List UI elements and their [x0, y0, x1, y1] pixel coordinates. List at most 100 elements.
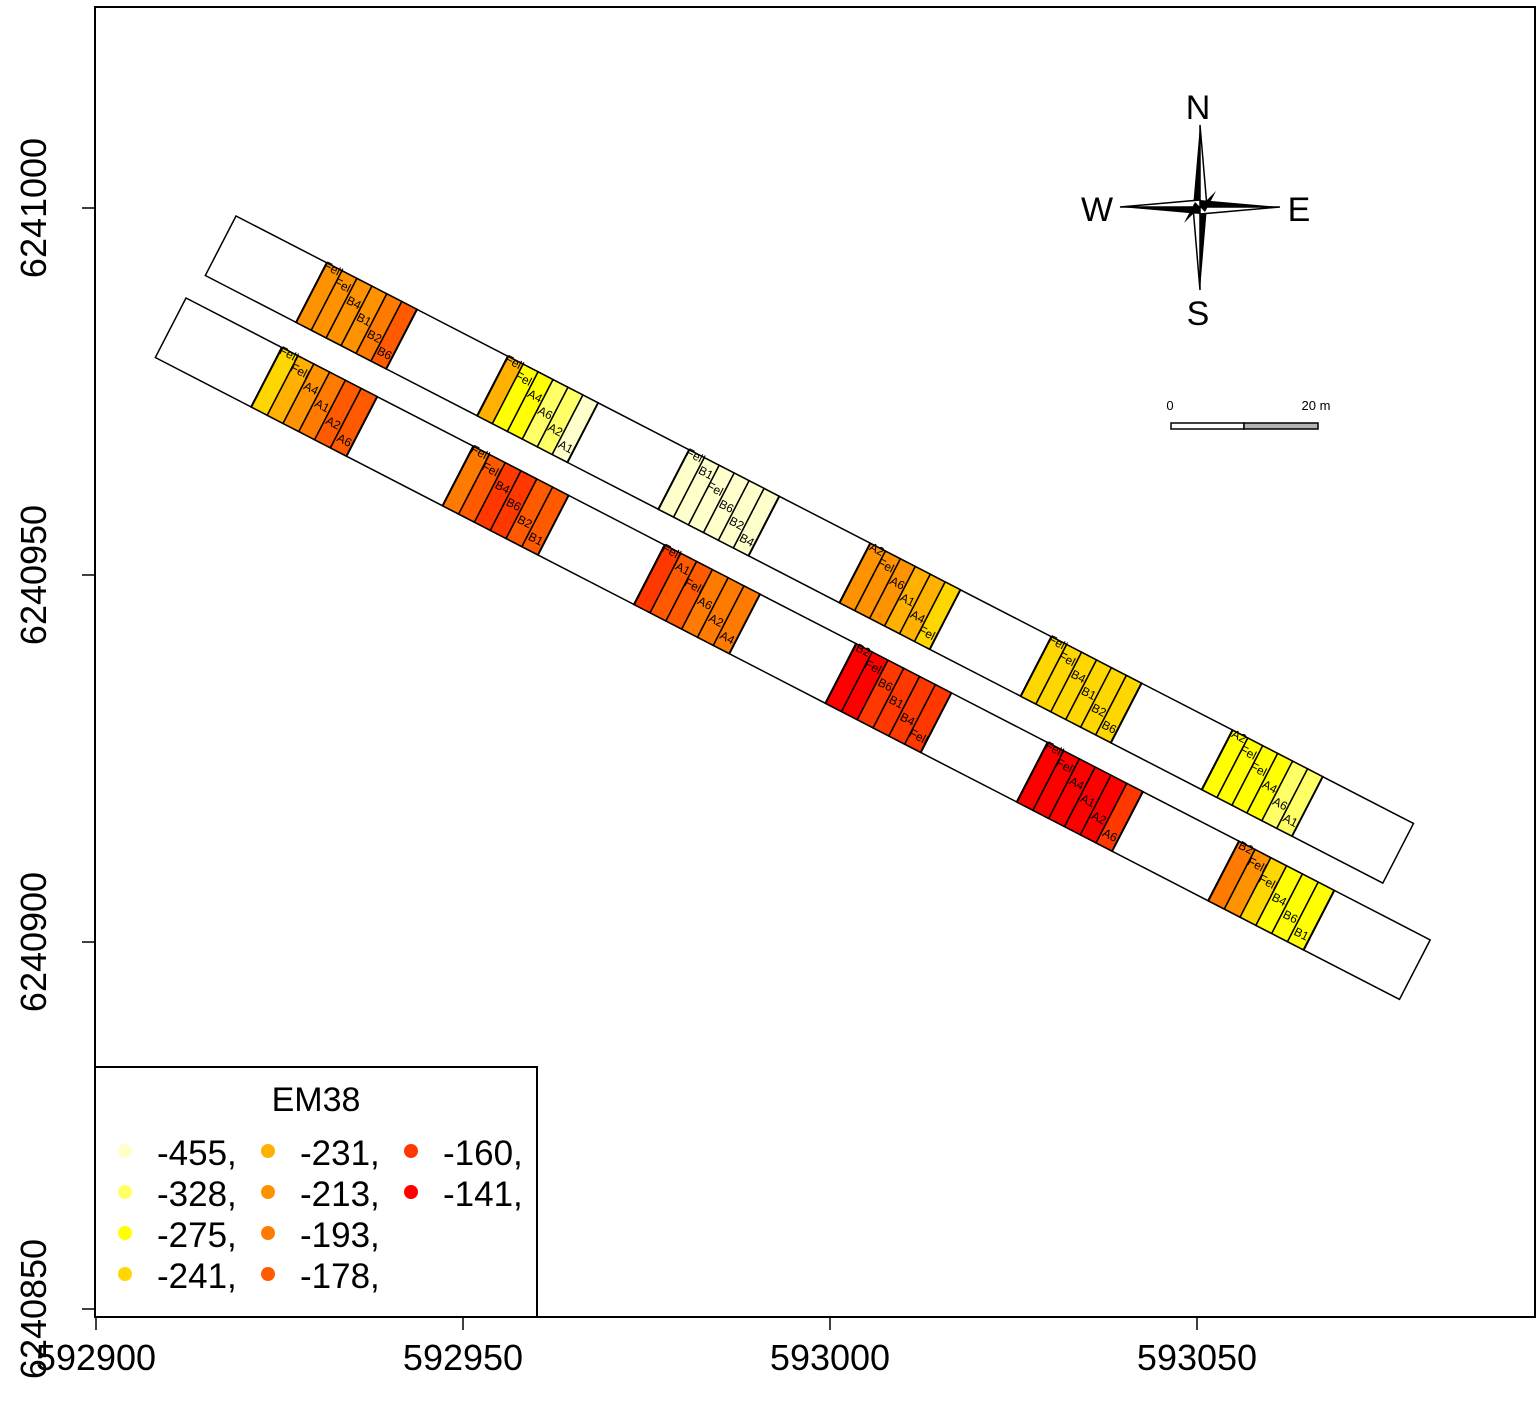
plot-label: B6: [504, 495, 524, 514]
x-tick-label: 592900: [36, 1337, 156, 1378]
legend-swatch: [118, 1144, 132, 1158]
plot-label: B6: [375, 344, 395, 363]
plot-block: [476, 355, 599, 464]
plot-label: A1: [312, 396, 332, 415]
plot-label: B2: [515, 512, 535, 531]
plot-label: A1: [1078, 791, 1098, 810]
plot-block: [295, 261, 418, 370]
plot-label: A6: [1270, 794, 1290, 813]
y-axis: 6240850 6240900 6240950 6241000: [13, 138, 96, 1379]
plot-label: A2: [1089, 808, 1109, 827]
scale-bar: 0 20 m: [1166, 398, 1331, 430]
plot-cell: [1095, 782, 1144, 853]
plot-block: [1207, 840, 1336, 951]
plot-label: B4: [344, 293, 364, 312]
plot-label: B4: [1269, 890, 1289, 909]
plot-label: A1: [556, 437, 576, 456]
plot-label: B4: [493, 478, 513, 497]
plot-label: B2: [1236, 838, 1256, 857]
compass-north-arm-light: [1199, 124, 1208, 208]
legend-entry: -213,: [261, 1175, 380, 1214]
plot-block: [441, 445, 570, 556]
plot-label: A2: [323, 413, 343, 432]
plot-label: B6: [1099, 718, 1119, 737]
compass-east-label: E: [1288, 191, 1311, 229]
compass-south-label: S: [1187, 295, 1210, 333]
plot-label: B2: [1089, 701, 1109, 720]
y-tick-label: 6240950: [13, 505, 54, 645]
scale-bar-segment-grey: [1243, 422, 1319, 430]
compass-south-arm-light: [1192, 206, 1201, 291]
legend-label: -193,: [300, 1216, 380, 1255]
legend-entry: -241,: [118, 1257, 237, 1296]
legend-label: -275,: [157, 1216, 237, 1255]
legend-title: EM38: [272, 1081, 361, 1119]
plot-block: [1201, 729, 1324, 838]
plot-block: [1016, 741, 1144, 853]
plot-label: B1: [696, 463, 716, 482]
plot-label: A1: [1281, 811, 1301, 830]
plot-label: B4: [1069, 667, 1089, 686]
plot-block: [1019, 635, 1143, 744]
plot-label: B2: [727, 514, 747, 533]
plot-label: A6: [1100, 826, 1120, 845]
plot-label: B4: [898, 710, 918, 729]
plot-cell: [903, 683, 953, 754]
legend-label: -141,: [443, 1175, 523, 1214]
plot-cell: [329, 387, 379, 458]
legend-items: -455,-328,-275,-241, -231,-213,-193,-178,…: [118, 1134, 523, 1296]
legend-entry: -455,: [118, 1134, 237, 1173]
plot-cell: [712, 584, 761, 655]
plot-label: A4: [1067, 774, 1087, 793]
x-tick-label: 592950: [403, 1337, 523, 1378]
plot-cell: [1094, 674, 1143, 744]
plot-label: A6: [535, 403, 555, 422]
plot-label: A4: [717, 628, 737, 647]
legend-swatch: [261, 1144, 275, 1158]
scale-bar-start-label: 0: [1166, 398, 1173, 413]
plot-label: A6: [888, 574, 908, 593]
legend-swatch: [404, 1185, 418, 1199]
legend-swatch: [118, 1226, 132, 1240]
legend-label: -213,: [300, 1175, 380, 1214]
compass-north-label: N: [1186, 89, 1211, 127]
x-axis: 592900 592950 593000 593050: [36, 1316, 1257, 1378]
y-tick-label: 6240850: [13, 1239, 54, 1379]
plot-label: A1: [673, 559, 693, 578]
plot-label: B1: [1079, 684, 1099, 703]
plot-label: B1: [1292, 924, 1312, 943]
compass-diagonal-ne: [1200, 191, 1216, 212]
legend-entry: -275,: [118, 1216, 237, 1255]
compass-diagonal-sw: [1184, 202, 1200, 223]
compass-west-arm-dark: [1120, 207, 1200, 214]
plot-block: [633, 544, 761, 655]
legend-label: -160,: [443, 1134, 523, 1173]
legend-label: -455,: [157, 1134, 237, 1173]
x-tick-label: 593050: [1137, 1337, 1257, 1378]
plot-label: A6: [695, 594, 715, 613]
compass-rose: N S E W: [1081, 89, 1310, 333]
y-tick-label: 6241000: [13, 138, 54, 278]
legend-entry: -178,: [261, 1257, 380, 1296]
compass-west-arm-light: [1119, 199, 1201, 208]
compass-south-arm-dark: [1200, 207, 1207, 290]
legend-swatch: [261, 1226, 275, 1240]
plot-label: A1: [898, 590, 918, 609]
plot-block: [657, 448, 781, 557]
compass-north-arm-dark: [1193, 125, 1200, 207]
plot-cell: [369, 300, 418, 370]
legend-entry: -160,: [404, 1134, 523, 1173]
plot-label: A4: [1260, 777, 1280, 796]
scale-bar-segment-white: [1170, 422, 1245, 430]
scale-bar-end-label: 20 m: [1302, 398, 1331, 413]
legend-swatch: [118, 1185, 132, 1199]
plot-label: A2: [706, 611, 726, 630]
plot-cell: [1275, 767, 1324, 838]
compass-east-arm-light: [1199, 206, 1281, 215]
legend-swatch: [118, 1267, 132, 1281]
legend-swatch: [261, 1267, 275, 1281]
plot-label: A4: [525, 387, 545, 406]
legend: EM38 -455,-328,-275,-241, -231,-213,-193,…: [94, 1066, 538, 1318]
plot-block: [250, 346, 379, 458]
